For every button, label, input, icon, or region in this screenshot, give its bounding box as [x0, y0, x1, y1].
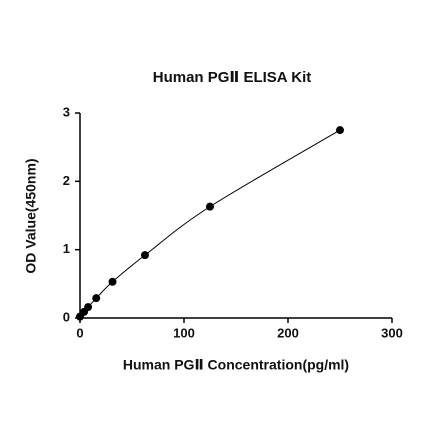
data-point — [206, 202, 214, 211]
data-point — [92, 294, 101, 303]
chart-title: Human PGⅡ ELISA Kit — [153, 69, 312, 86]
y-axis-label: OD Value(450nm) — [23, 158, 39, 273]
y-tick-label: 0 — [63, 309, 70, 324]
x-tick-label: 200 — [277, 325, 299, 340]
data-point — [336, 126, 344, 135]
data-point — [108, 277, 117, 286]
y-tick-label: 3 — [63, 104, 70, 119]
data-point — [141, 251, 149, 260]
fit-curve — [79, 129, 341, 317]
y-tick-label: 2 — [63, 173, 70, 188]
x-tick-label: 0 — [76, 325, 83, 340]
y-tick-label: 1 — [63, 241, 70, 256]
x-axis-label: Human PGⅡ Concentration(pg/ml) — [123, 357, 349, 373]
data-point — [84, 303, 93, 312]
x-tick-label: 300 — [381, 325, 403, 340]
x-tick-label: 100 — [173, 325, 195, 340]
